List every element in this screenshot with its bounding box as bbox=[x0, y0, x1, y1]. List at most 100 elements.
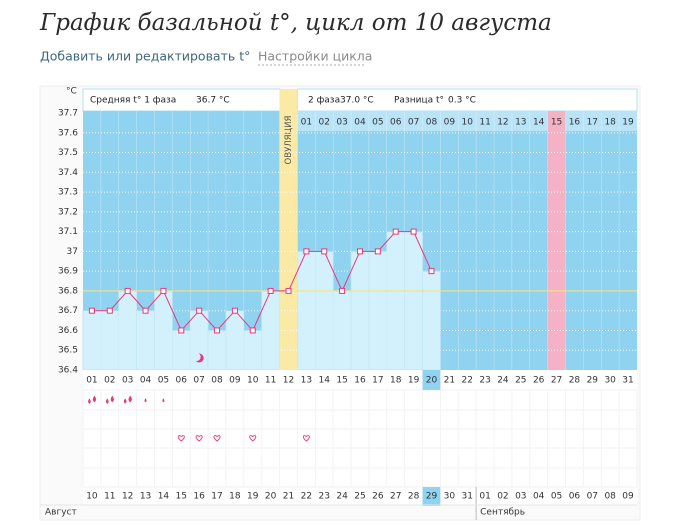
date-label: 22 bbox=[301, 492, 312, 502]
temp-point bbox=[160, 287, 167, 294]
x-tick-label: 11 bbox=[265, 376, 276, 386]
x-tick-label: 18 bbox=[390, 376, 402, 386]
moon-cut bbox=[192, 353, 201, 361]
x-tick-label: 07 bbox=[193, 376, 204, 386]
x-tick-label: 03 bbox=[122, 376, 133, 386]
heart-icon bbox=[213, 435, 221, 442]
edit-link[interactable]: Добавить или редактировать t° bbox=[40, 49, 250, 64]
phase2-day: 10 bbox=[461, 118, 473, 128]
temp-point bbox=[249, 327, 256, 334]
phase2-day: 13 bbox=[515, 118, 526, 128]
y-tick-label: 37.1 bbox=[58, 227, 78, 237]
temp-point bbox=[339, 287, 346, 294]
heart-icon bbox=[302, 435, 310, 442]
phase2-day: 02 bbox=[319, 118, 330, 128]
phase2-day: 17 bbox=[587, 118, 598, 128]
heart-icon bbox=[249, 435, 257, 442]
info-value: 37.0 °C bbox=[340, 96, 374, 106]
temp-bar bbox=[350, 251, 370, 371]
y-tick-label: 37.7 bbox=[58, 109, 78, 119]
date-label: 04 bbox=[533, 492, 545, 502]
temp-point bbox=[267, 287, 274, 294]
x-tick-label: 14 bbox=[319, 376, 331, 386]
x-tick-label: 25 bbox=[515, 376, 526, 386]
temp-bar bbox=[297, 251, 316, 371]
date-label: 11 bbox=[104, 492, 115, 502]
phase2-day: 15 bbox=[551, 118, 562, 128]
x-tick-label: 15 bbox=[336, 376, 347, 386]
x-tick-label: 09 bbox=[229, 376, 241, 386]
x-tick-label: 23 bbox=[479, 376, 490, 386]
info-value: 0.3 °C bbox=[448, 96, 476, 106]
x-tick-label: 26 bbox=[533, 376, 545, 386]
date-label: 16 bbox=[193, 492, 205, 502]
temp-bar bbox=[368, 251, 388, 371]
x-tick-label: 29 bbox=[587, 376, 599, 386]
x-tick-label: 05 bbox=[158, 376, 169, 386]
x-tick-label: 21 bbox=[444, 376, 455, 386]
temp-point bbox=[303, 248, 310, 255]
temp-point bbox=[428, 268, 435, 275]
temp-point bbox=[410, 228, 417, 235]
date-label: 24 bbox=[336, 492, 348, 502]
flow-drop bbox=[144, 398, 147, 403]
y-tick-label: 36.8 bbox=[58, 286, 78, 296]
x-tick-label: 16 bbox=[354, 376, 366, 386]
today-label-bg bbox=[422, 370, 441, 390]
info-label: 2 фаза bbox=[308, 96, 340, 106]
date-label: 07 bbox=[587, 492, 598, 502]
temp-bar bbox=[82, 310, 102, 371]
x-tick-label: 10 bbox=[247, 376, 259, 386]
temp-point bbox=[124, 287, 131, 294]
temp-point bbox=[88, 307, 95, 314]
temp-bar bbox=[243, 330, 263, 371]
phase2-day: 14 bbox=[533, 118, 545, 128]
temp-bar bbox=[386, 231, 405, 371]
y-tick-label: 36.6 bbox=[58, 326, 78, 336]
temp-bar bbox=[404, 231, 423, 371]
ovulation-column bbox=[279, 89, 298, 370]
date-label: 25 bbox=[354, 492, 365, 502]
y-tick-label: 36.4 bbox=[58, 366, 78, 376]
date-label: 09 bbox=[622, 492, 634, 502]
flow-drop bbox=[88, 395, 97, 404]
x-tick-label: 06 bbox=[176, 376, 188, 386]
phase2-day: 04 bbox=[354, 118, 366, 128]
temp-point bbox=[392, 228, 399, 235]
temp-bar bbox=[172, 330, 191, 371]
date-label: 21 bbox=[283, 492, 294, 502]
date-label: 27 bbox=[390, 492, 401, 502]
date-label: 15 bbox=[176, 492, 187, 502]
date-label: 31 bbox=[461, 492, 472, 502]
temp-point bbox=[285, 287, 292, 294]
temp-point bbox=[231, 307, 238, 314]
month-label: Сентябрь bbox=[480, 508, 525, 518]
y-unit: °C bbox=[66, 87, 77, 97]
temp-bar bbox=[154, 290, 173, 371]
date-label: 01 bbox=[479, 492, 490, 502]
date-label: 12 bbox=[122, 492, 133, 502]
info-value: 36.7 °C bbox=[196, 96, 230, 106]
temp-point bbox=[178, 327, 185, 334]
phase2-day: 09 bbox=[444, 118, 456, 128]
date-label: 03 bbox=[515, 492, 526, 502]
temp-point bbox=[321, 248, 328, 255]
date-label: 29 bbox=[426, 492, 438, 502]
temp-point bbox=[142, 307, 149, 314]
settings-link[interactable]: Настройки цикла bbox=[258, 49, 372, 64]
date-label: 30 bbox=[444, 492, 456, 502]
phase2-day: 11 bbox=[479, 118, 490, 128]
x-tick-label: 19 bbox=[408, 376, 420, 386]
y-tick-label: 37.6 bbox=[58, 128, 78, 138]
temp-bar bbox=[261, 290, 280, 371]
temp-bar bbox=[315, 251, 334, 371]
page-title: График базальной t°, цикл от 10 августа bbox=[39, 10, 552, 36]
y-tick-label: 37.3 bbox=[58, 188, 78, 198]
x-tick-label: 01 bbox=[86, 376, 97, 386]
temp-bar bbox=[100, 310, 120, 371]
date-label: 05 bbox=[551, 492, 562, 502]
date-label: 19 bbox=[247, 492, 259, 502]
temp-bar bbox=[207, 330, 227, 371]
x-tick-label: 08 bbox=[211, 376, 223, 386]
